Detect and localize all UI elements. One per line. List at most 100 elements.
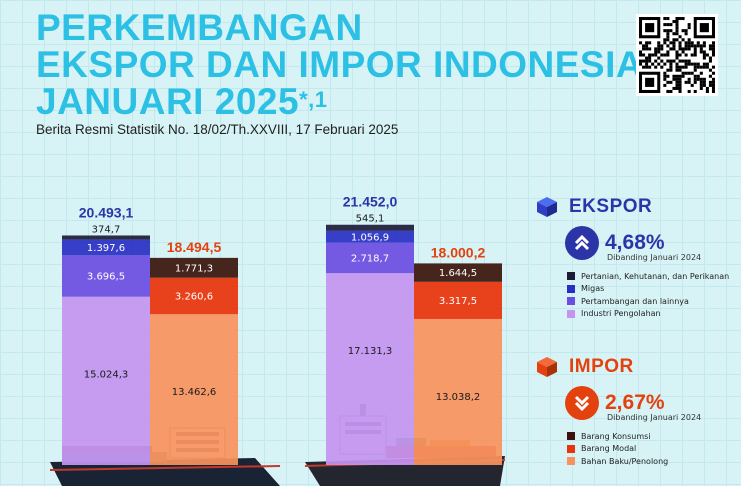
impor-segment-label: 1.644,5 <box>439 268 477 279</box>
impor-legend-swatch <box>567 444 575 453</box>
qr-module <box>693 53 697 57</box>
qr-module <box>666 68 670 72</box>
ekspor-bar-segment <box>62 255 150 297</box>
qr-module <box>687 41 691 45</box>
qr-module <box>702 80 706 84</box>
qr-module <box>669 23 673 27</box>
qr-module <box>654 50 658 54</box>
qr-module <box>702 65 706 69</box>
qr-module <box>645 41 649 45</box>
title-line-1: PERKEMBANGAN <box>36 7 363 48</box>
qr-module <box>702 56 706 60</box>
qr-module <box>666 59 670 63</box>
impor-change-note: Dibanding Januari 2024 <box>607 413 702 422</box>
ekspor-segment-label: 15.024,3 <box>84 370 129 381</box>
qr-module <box>660 44 664 48</box>
qr-module <box>675 83 679 87</box>
qr-module <box>690 71 694 75</box>
subtitle: Berita Resmi Statistik No. 18/02/Th.XXVI… <box>36 122 399 137</box>
ekspor-bar-segment <box>326 273 414 465</box>
qr-module <box>663 71 667 75</box>
double-chevron-down-icon <box>565 386 599 420</box>
qr-module <box>642 53 646 57</box>
qr-module <box>639 59 643 63</box>
qr-module <box>648 53 652 57</box>
impor-legend-label: Barang Modal <box>581 444 637 454</box>
qr-module <box>699 44 703 48</box>
ekspor-legend-swatch <box>567 284 575 293</box>
qr-module <box>663 53 667 57</box>
qr-module <box>660 65 664 69</box>
qr-module <box>675 32 679 36</box>
qr-module <box>708 74 712 78</box>
qr-module <box>672 41 676 45</box>
ekspor-change-note: Dibanding Januari 2024 <box>607 253 702 262</box>
qr-module <box>708 47 712 51</box>
qr-module <box>675 62 679 66</box>
impor-legend-swatch <box>567 432 575 441</box>
qr-module <box>693 44 697 48</box>
qr-module <box>708 59 712 63</box>
ekspor-bar-segment <box>326 230 414 243</box>
ekspor-segment-label: 1.056,9 <box>351 232 389 243</box>
qr-module <box>681 38 685 42</box>
impor-legend-label: Bahan Baku/Penolong <box>581 456 669 466</box>
qr-module <box>651 53 655 57</box>
qr-module <box>696 65 700 69</box>
qr-module <box>696 62 700 66</box>
qr-module <box>678 35 682 39</box>
ekspor-bar-segment <box>62 239 150 256</box>
qr-module <box>669 80 673 84</box>
impor-total-label: 18.000,2 <box>431 244 486 260</box>
qr-module <box>654 59 658 63</box>
qr-module <box>645 56 649 60</box>
qr-module <box>669 47 673 51</box>
red-cube-icon <box>535 356 559 378</box>
qr-module <box>681 29 685 33</box>
qr-module <box>693 50 697 54</box>
qr-module <box>684 32 688 36</box>
qr-module <box>678 17 682 21</box>
qr-module <box>642 59 646 63</box>
qr-module <box>645 59 649 63</box>
qr-module <box>696 77 700 81</box>
qr-module <box>687 38 691 42</box>
qr-module <box>663 41 667 45</box>
qr-module <box>705 89 709 93</box>
qr-module <box>645 47 649 51</box>
impor-legend-item: Barang Modal <box>567 443 701 456</box>
qr-module <box>690 41 694 45</box>
ekspor-legend-label: Industri Pengolahan <box>581 309 661 319</box>
qr-module <box>657 56 661 60</box>
qr-module <box>648 56 652 60</box>
qr-module <box>693 74 697 78</box>
qr-module <box>666 89 670 93</box>
qr-module <box>639 50 643 54</box>
qr-module <box>672 47 676 51</box>
qr-module <box>678 59 682 63</box>
qr-module <box>660 53 664 57</box>
qr-module <box>684 29 688 33</box>
qr-module <box>675 29 679 33</box>
ekspor-legend-swatch <box>567 309 575 318</box>
qr-module <box>669 68 673 72</box>
qr-module <box>657 50 661 54</box>
qr-code-icon[interactable] <box>636 14 718 96</box>
qr-module <box>663 23 667 27</box>
ekspor-segment-label: 1.397,6 <box>87 243 125 254</box>
qr-module <box>678 80 682 84</box>
qr-module <box>672 74 676 78</box>
qr-module <box>663 17 667 21</box>
ekspor-total-label: 20.493,1 <box>79 204 134 220</box>
qr-module <box>699 83 703 87</box>
qr-finder-inner <box>645 23 655 33</box>
qr-module <box>678 83 682 87</box>
qr-module <box>702 83 706 87</box>
qr-module <box>648 59 652 63</box>
qr-module <box>675 23 679 27</box>
qr-module <box>666 29 670 33</box>
impor-title: IMPOR <box>569 356 634 377</box>
qr-module <box>651 62 655 66</box>
qr-module <box>657 41 661 45</box>
